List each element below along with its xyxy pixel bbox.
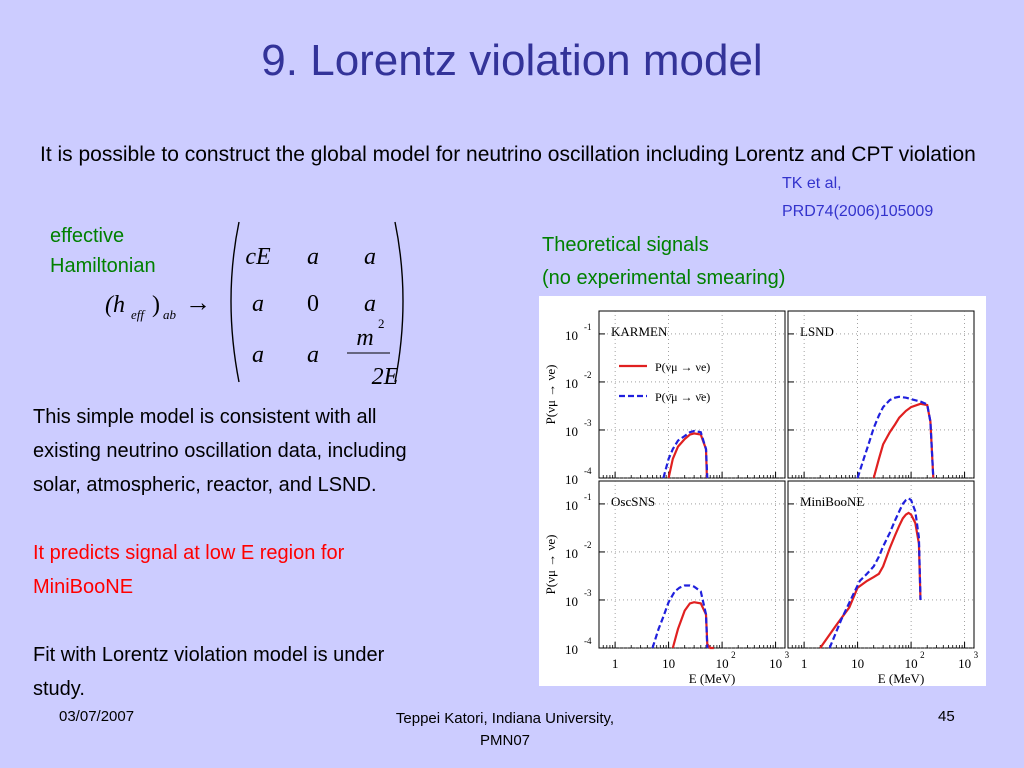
theory-label-line: (no experimental smearing) xyxy=(542,267,786,289)
prediction-line: It predicts signal at low E region for xyxy=(33,542,345,564)
matrix-cell: a xyxy=(252,291,264,317)
x-tick-exponent: 3 xyxy=(785,650,790,660)
y-tick-exponent: -4 xyxy=(584,466,592,476)
x-tick-exponent: 2 xyxy=(731,650,736,660)
x-tick-exponent: 2 xyxy=(920,650,925,660)
legend-neutrino-label: P(νμ → νe) xyxy=(655,360,710,374)
x-axis-label: E (MeV) xyxy=(689,671,736,686)
y-tick-label: 10 xyxy=(565,546,578,561)
antineutrino-curve xyxy=(828,497,922,649)
matrix-cell: a xyxy=(307,244,319,270)
matrix-cell: a xyxy=(307,342,319,368)
y-tick-exponent: -2 xyxy=(584,370,592,380)
matrix-cell: a xyxy=(364,244,376,270)
antineutrino-curve xyxy=(651,584,709,649)
y-tick-label: 10 xyxy=(565,472,578,487)
matrix-right-bracket xyxy=(394,221,404,383)
y-tick-exponent: -1 xyxy=(584,322,592,332)
reference: TK et al, PRD74(2006)105009 xyxy=(782,170,933,226)
lhs-close: ) xyxy=(152,292,160,318)
intro-text: It is possible to construct the global m… xyxy=(40,143,976,166)
lhs-ab: ab xyxy=(163,307,177,322)
neutrino-curve xyxy=(671,601,714,650)
y-tick-label: 10 xyxy=(565,498,578,513)
x-tick-label: 10 xyxy=(958,656,971,671)
fit-text: Fit with Lorentz violation model is unde… xyxy=(33,638,523,706)
x-tick-label: 10 xyxy=(662,656,675,671)
m2-exponent: 2 xyxy=(378,316,385,331)
oscillation-figure: KARMEN LSND OscSNS MiniBooNE 10 -1 10 -2 10 -3 10-… xyxy=(539,296,986,686)
theory-label-line: Theoretical signals xyxy=(542,234,709,256)
footer-author-line: PMN07 xyxy=(479,732,531,749)
footer-author-line: Teppei Katori, Indiana University, xyxy=(395,710,615,727)
panel-name: LSND xyxy=(800,324,834,339)
x-tick-exponent: 3 xyxy=(974,650,979,660)
y-tick-label: 10 xyxy=(565,424,578,439)
antineutrino-curve xyxy=(662,429,709,479)
footer-author: Teppei Katori, Indiana University, PMN07 xyxy=(370,708,640,752)
y-tick-exponent: -3 xyxy=(584,588,592,598)
y-axis-label: P(νμ → νe) xyxy=(543,535,558,595)
x-tick-label: 10 xyxy=(716,656,729,671)
arrow: → xyxy=(185,288,211,317)
y-tick-label: 10 xyxy=(565,328,578,343)
legend-antineutrino-label: P(ν̄μ → ν̄e) xyxy=(655,390,710,404)
footer-date: 03/07/2007 xyxy=(59,708,135,725)
reference-line: TK et al, xyxy=(782,175,842,192)
y-axis-label: P(νμ → νe) xyxy=(543,365,558,425)
y-tick-label: 10 xyxy=(565,594,578,609)
antineutrino-curve xyxy=(856,395,935,479)
footer-page-number: 45 xyxy=(938,708,955,725)
panel-name: OscSNS xyxy=(611,494,655,509)
x-tick-label: 10 xyxy=(905,656,918,671)
y-tick-label: 10 xyxy=(565,376,578,391)
matrix-cell: a xyxy=(364,291,376,317)
y-tick-exponent: -1 xyxy=(584,492,592,502)
panel-name: KARMEN xyxy=(611,324,668,339)
fit-line: study. xyxy=(33,678,85,700)
x-tick-label: 10 xyxy=(769,656,782,671)
slide-title: 9. Lorentz violation model xyxy=(261,36,763,85)
panel-name: MiniBooNE xyxy=(800,494,864,509)
matrix-cell: a xyxy=(252,342,264,368)
fit-line: Fit with Lorentz violation model is unde… xyxy=(33,644,385,666)
neutrino-curve xyxy=(872,402,935,479)
consistency-line: solar, atmospheric, reactor, and LSND. xyxy=(33,474,377,496)
hamiltonian-equation: (h eff ) ab → cE a a a 0 a a a m 2E 2 xyxy=(105,221,404,390)
hamiltonian-label: effective Hamiltonian xyxy=(50,221,156,281)
m2-denominator: 2E xyxy=(372,364,399,390)
hamiltonian-label-line: Hamiltonian xyxy=(50,255,156,277)
matrix-cell: 0 xyxy=(307,291,319,317)
prediction-line: MiniBooNE xyxy=(33,576,134,598)
x-tick-label: 1 xyxy=(801,656,808,671)
x-tick-label: 10 xyxy=(851,656,864,671)
reference-line: PRD74(2006)105009 xyxy=(782,203,934,220)
y-tick-exponent: -4 xyxy=(584,636,592,646)
y-tick-exponent: -2 xyxy=(584,540,592,550)
hamiltonian-label-line: effective xyxy=(50,225,125,247)
y-tick-label: 10 xyxy=(565,642,578,657)
matrix-cell: cE xyxy=(245,244,271,270)
x-tick-label: 1 xyxy=(612,656,619,671)
lhs-h: (h xyxy=(105,292,125,318)
y-tick-exponent: -3 xyxy=(584,418,592,428)
neutrino-curve xyxy=(667,432,708,479)
prediction-text: It predicts signal at low E region for M… xyxy=(33,536,523,604)
consistency-line: This simple model is consistent with all xyxy=(33,406,377,428)
theory-label: Theoretical signals (no experimental sme… xyxy=(542,229,785,295)
consistency-line: existing neutrino oscillation data, incl… xyxy=(33,440,407,462)
lhs-eff: eff xyxy=(131,307,146,322)
consistency-text: This simple model is consistent with all… xyxy=(33,400,523,502)
neutrino-curve xyxy=(819,511,922,649)
x-axis-label: E (MeV) xyxy=(878,671,925,686)
m2-numerator: m xyxy=(356,325,373,351)
matrix-left-bracket xyxy=(230,221,240,383)
